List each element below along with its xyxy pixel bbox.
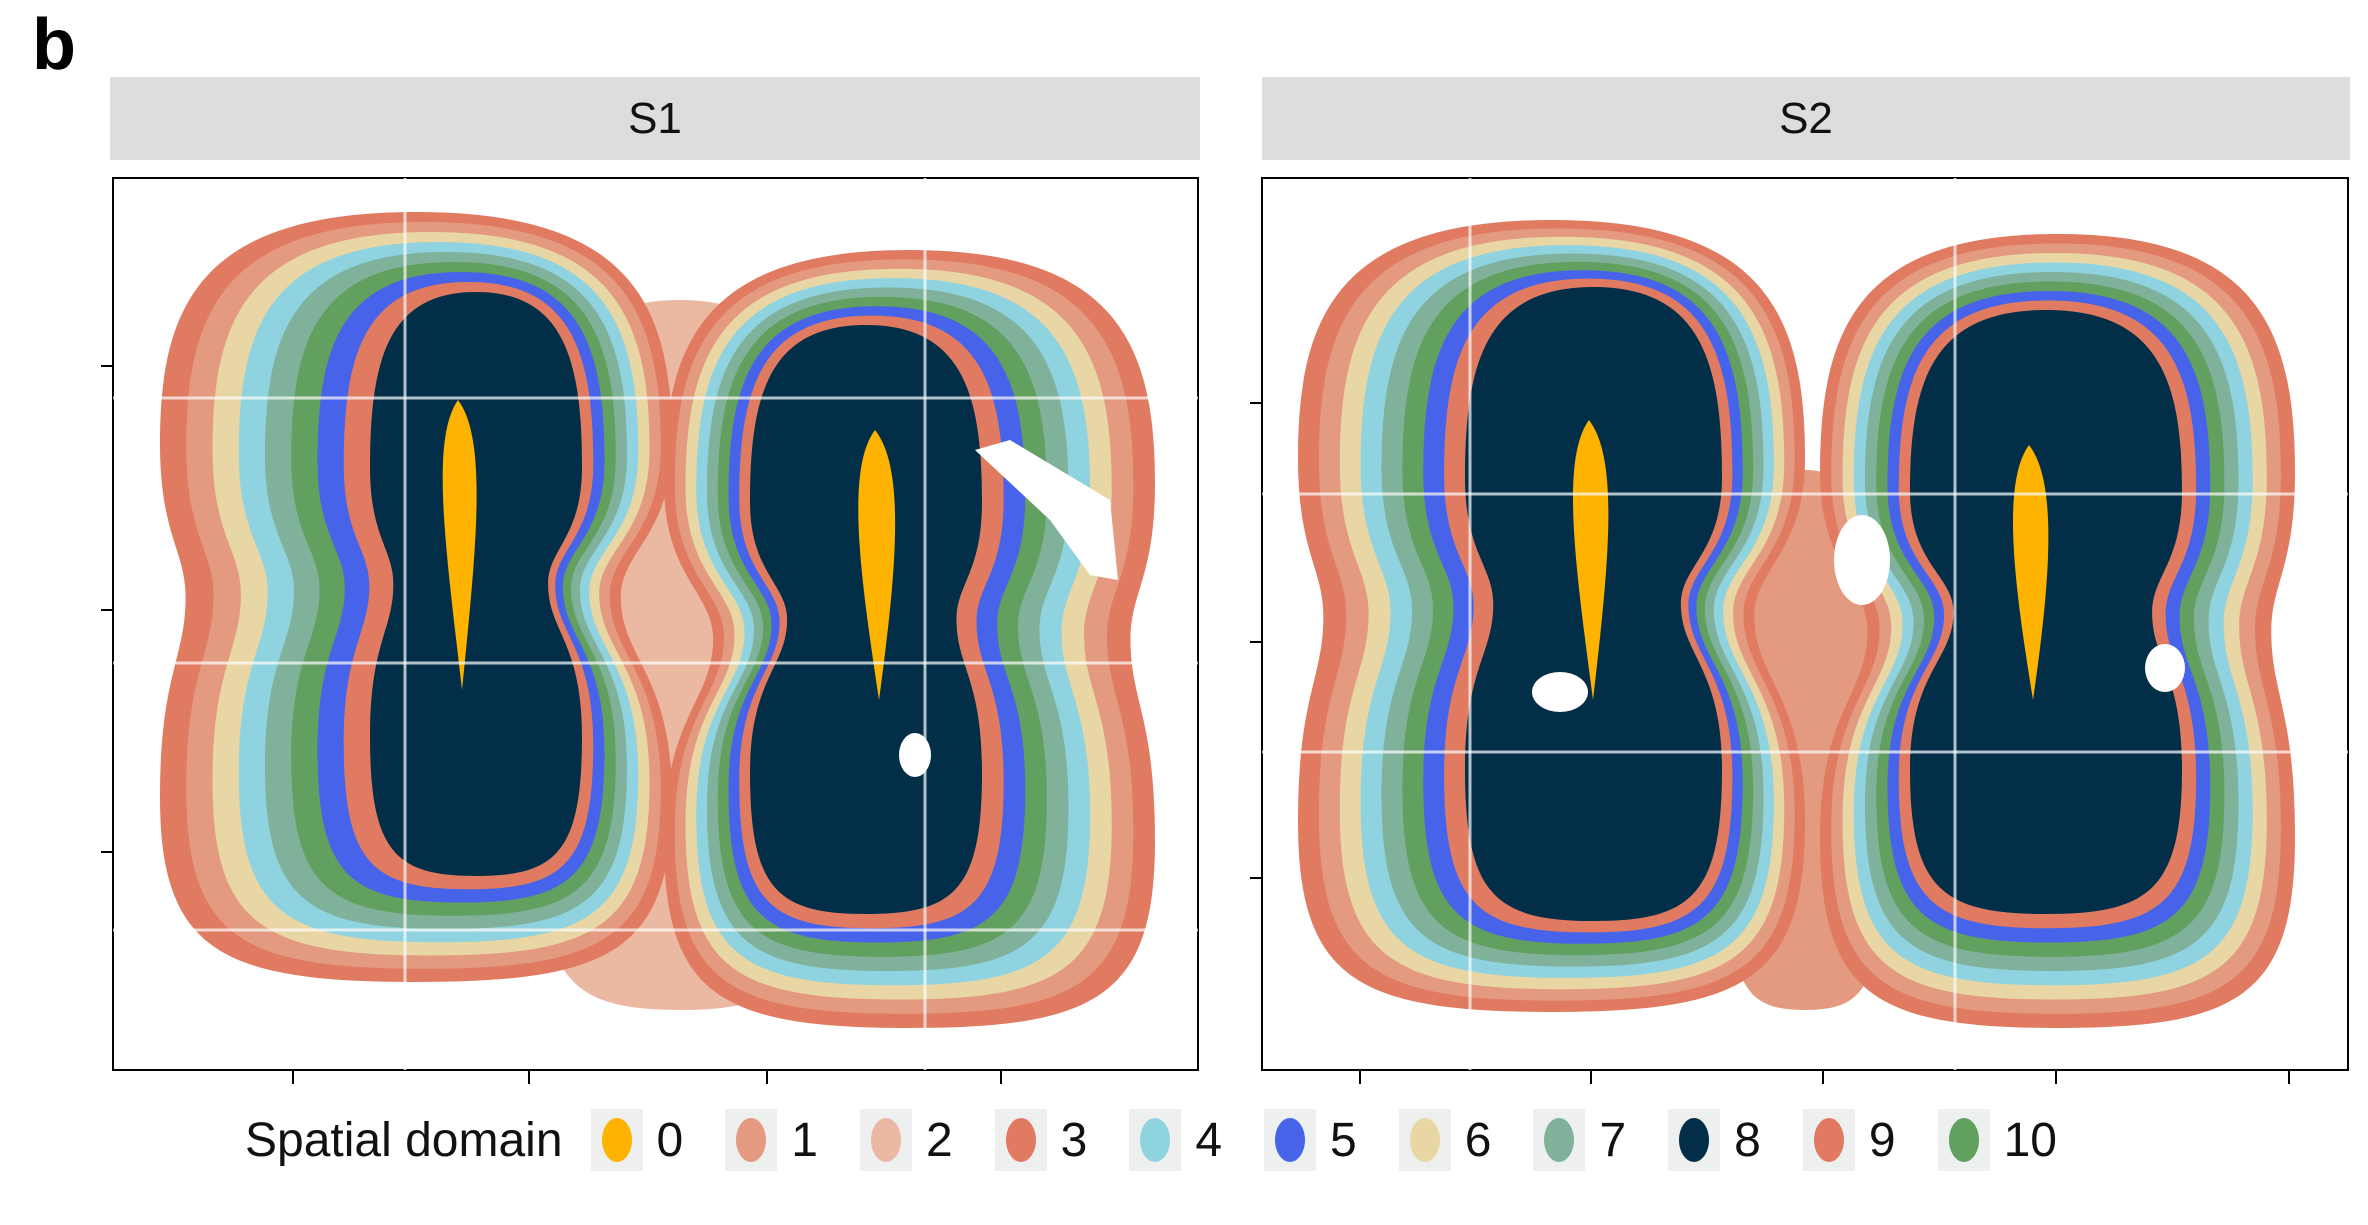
legend-item-10: 10 bbox=[1937, 1109, 2057, 1171]
facet-title-s2: S2 bbox=[1779, 93, 1833, 143]
legend-item-6: 6 bbox=[1398, 1109, 1492, 1171]
legend-label: 8 bbox=[1734, 1113, 1761, 1167]
domain-0-region-s2-left bbox=[1572, 420, 1609, 700]
legend-label: 10 bbox=[2003, 1113, 2057, 1167]
domain-0-region-s1-left bbox=[442, 400, 477, 690]
facet-strip-s1: S1 bbox=[110, 77, 1200, 160]
legend-label: 4 bbox=[1195, 1113, 1223, 1167]
legend-swatch bbox=[994, 1109, 1047, 1171]
legend-dot-icon bbox=[1544, 1118, 1575, 1162]
panel-letter: b bbox=[32, 5, 76, 85]
legend-label: 5 bbox=[1330, 1113, 1357, 1167]
facet-strip-s2: S2 bbox=[1262, 77, 2350, 160]
tissue-hole bbox=[899, 733, 931, 777]
legend-item-5: 5 bbox=[1264, 1109, 1357, 1171]
legend-label: 2 bbox=[925, 1113, 953, 1167]
legend-swatch bbox=[1802, 1109, 1855, 1171]
tissue-hole bbox=[1834, 515, 1890, 605]
legend-dot-icon bbox=[736, 1118, 767, 1162]
legend-title: Spatial domain bbox=[245, 1113, 563, 1167]
legend-dot-icon bbox=[1140, 1118, 1171, 1162]
legend-swatch bbox=[590, 1109, 643, 1171]
domain-0-region-s2-right bbox=[2012, 445, 2049, 700]
legend-label: 0 bbox=[656, 1113, 684, 1167]
legend-swatch bbox=[859, 1109, 912, 1171]
legend-item-9: 9 bbox=[1802, 1109, 1896, 1171]
legend-swatch bbox=[1668, 1109, 1721, 1171]
legend-label: 1 bbox=[791, 1113, 818, 1167]
legend: Spatial domain 0 1 2 3 4 5 6 7 8 9 10 bbox=[245, 1105, 2099, 1175]
facet-title-s1: S1 bbox=[628, 93, 682, 143]
legend-swatch bbox=[725, 1109, 778, 1171]
tissue-hole bbox=[1532, 672, 1588, 712]
legend-label: 9 bbox=[1868, 1113, 1896, 1167]
legend-label: 7 bbox=[1599, 1113, 1627, 1167]
legend-item-3: 3 bbox=[994, 1109, 1088, 1171]
legend-swatch bbox=[1129, 1109, 1182, 1171]
legend-dot-icon bbox=[870, 1118, 901, 1162]
legend-dot-icon bbox=[1005, 1118, 1036, 1162]
legend-item-1: 1 bbox=[725, 1109, 818, 1171]
legend-dot-icon bbox=[1948, 1118, 1979, 1162]
legend-swatch bbox=[1937, 1109, 1990, 1171]
legend-item-7: 7 bbox=[1533, 1109, 1626, 1171]
legend-swatch bbox=[1398, 1109, 1451, 1171]
legend-dot-icon bbox=[601, 1118, 632, 1162]
legend-label: 6 bbox=[1464, 1113, 1492, 1167]
domain-0-region-s1-right bbox=[858, 430, 896, 700]
legend-item-2: 2 bbox=[859, 1109, 953, 1171]
legend-swatch bbox=[1533, 1109, 1586, 1171]
legend-dot-icon bbox=[1275, 1118, 1306, 1162]
tissue-hole bbox=[2145, 644, 2185, 692]
domain-8-region-s2-right bbox=[1910, 310, 2182, 914]
legend-swatch bbox=[1264, 1109, 1317, 1171]
legend-label: 3 bbox=[1060, 1113, 1088, 1167]
tissue-hole bbox=[975, 440, 1118, 580]
legend-dot-icon bbox=[1409, 1118, 1440, 1162]
legend-dot-icon bbox=[1679, 1118, 1710, 1162]
domain-8-region-s1-left bbox=[370, 292, 582, 876]
legend-item-4: 4 bbox=[1129, 1109, 1222, 1171]
legend-dot-icon bbox=[1813, 1118, 1844, 1162]
legend-item-0: 0 bbox=[590, 1109, 684, 1171]
legend-item-8: 8 bbox=[1668, 1109, 1761, 1171]
